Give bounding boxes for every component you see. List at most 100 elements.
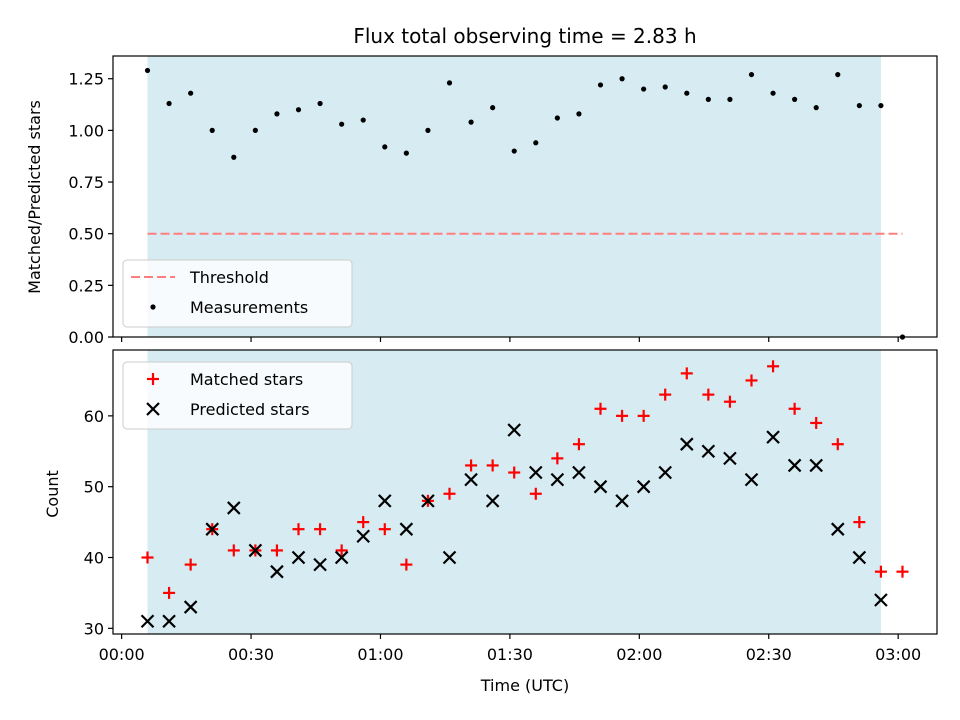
measurement-point — [274, 111, 280, 117]
matched-star-marker — [659, 388, 672, 401]
measurement-point — [468, 119, 474, 125]
matched-star-marker — [767, 360, 780, 373]
matched-star-marker — [270, 544, 283, 557]
predicted-star-marker — [313, 557, 327, 572]
measurement-point — [231, 154, 237, 160]
measurement-point — [511, 148, 517, 154]
predicted-star-marker — [658, 465, 672, 480]
measurement-point — [490, 105, 496, 111]
matched-star-marker — [357, 516, 370, 529]
matched-star-marker — [831, 438, 844, 451]
chart-title: Flux total observing time = 2.83 h — [353, 24, 696, 48]
measurement-point — [727, 96, 733, 102]
measurement-point — [770, 90, 776, 96]
matched-star-marker — [508, 466, 521, 479]
matched-star-marker — [853, 516, 866, 529]
predicted-star-marker — [529, 465, 543, 480]
count-y-axis-ticks: 30 40 50 60 — [84, 407, 113, 638]
predicted-star-marker — [680, 437, 694, 451]
measurement-point — [597, 82, 604, 88]
matched-star-marker — [680, 367, 693, 380]
predicted-star-marker — [140, 614, 155, 629]
predicted-stars-points — [140, 423, 888, 629]
count-y-axis-label: Count — [43, 470, 62, 518]
predicted-star-marker — [485, 494, 500, 508]
measurement-point — [792, 96, 798, 102]
y-tick-label: 60 — [84, 407, 104, 426]
predicted-star-marker — [701, 444, 716, 459]
predicted-star-marker — [809, 458, 823, 473]
x-tick-label: 01:30 — [487, 645, 533, 664]
predicted-star-marker — [787, 458, 802, 473]
legend-predicted-swatch — [146, 402, 160, 416]
measurement-point — [856, 102, 862, 109]
ratio-x-axis-ticks — [121, 337, 899, 342]
measurement-point — [533, 140, 539, 146]
predicted-star-marker — [162, 614, 176, 629]
matched-star-marker — [572, 438, 585, 451]
x-tick-label: 00:30 — [228, 645, 274, 664]
predicted-star-marker — [550, 472, 565, 487]
x-tick-label: 02:30 — [746, 645, 792, 664]
predicted-star-marker — [334, 550, 349, 565]
ratio-legend-box — [122, 259, 353, 328]
predicted-star-marker — [830, 522, 845, 536]
measurement-point — [252, 127, 258, 133]
y-tick-label: 0.50 — [68, 225, 104, 244]
predicted-star-marker — [615, 494, 629, 508]
matched-star-marker — [292, 523, 305, 536]
y-tick-label: 30 — [84, 619, 104, 638]
matched-star-marker — [335, 544, 348, 557]
measurement-point — [446, 80, 453, 86]
matched-star-marker — [788, 402, 801, 415]
measurement-point — [813, 105, 819, 111]
count-legend: Matched stars Predicted stars — [122, 361, 353, 430]
matched-star-marker — [702, 388, 715, 401]
measurement-point — [209, 127, 215, 133]
y-tick-label: 0.00 — [68, 328, 104, 347]
legend-measurements-swatch — [150, 304, 156, 310]
matched-star-marker — [141, 551, 154, 564]
measurement-point — [403, 150, 409, 156]
measurement-point — [878, 102, 884, 109]
matched-star-marker — [551, 452, 564, 465]
matched-star-marker — [616, 409, 629, 422]
predicted-star-marker — [183, 600, 198, 614]
matched-star-marker — [594, 402, 607, 415]
matched-star-marker — [465, 459, 478, 472]
matched-star-marker — [529, 487, 542, 500]
measurement-point — [382, 144, 388, 150]
predicted-star-marker — [636, 479, 651, 494]
ratio-y-axis-label: Matched/Predicted stars — [25, 100, 44, 294]
predicted-star-marker — [399, 522, 414, 536]
measurement-point — [641, 86, 647, 92]
x-axis-label: Time (UTC) — [480, 676, 569, 695]
matched-star-marker — [486, 459, 499, 472]
predicted-star-marker — [593, 479, 608, 494]
measurement-point — [166, 100, 172, 107]
y-tick-label: 40 — [84, 549, 104, 568]
matched-star-marker — [184, 558, 197, 571]
predicted-star-marker — [205, 522, 220, 536]
ratio-panel-frame — [112, 55, 938, 338]
matched-star-marker — [637, 409, 650, 422]
predicted-star-marker — [507, 423, 521, 437]
measurement-point — [339, 121, 345, 127]
matched-star-marker — [723, 395, 736, 408]
matched-star-marker — [443, 487, 456, 500]
x-tick-label: 00:00 — [99, 645, 145, 664]
legend-matched-label: Matched stars — [190, 370, 303, 389]
y-tick-label: 1.00 — [68, 121, 104, 140]
measurement-point — [360, 117, 366, 123]
legend-matched-swatch — [147, 373, 159, 385]
ratio-y-axis-ticks: 0.00 0.25 0.50 0.75 1.00 1.25 — [68, 70, 113, 347]
predicted-star-marker — [852, 550, 867, 565]
measurement-point — [684, 90, 690, 96]
measurement-point — [748, 71, 755, 78]
predicted-star-marker — [270, 564, 284, 579]
matched-star-marker — [745, 374, 758, 387]
count-legend-box — [122, 361, 353, 430]
predicted-star-marker — [464, 472, 478, 487]
matched-star-marker — [896, 565, 909, 578]
